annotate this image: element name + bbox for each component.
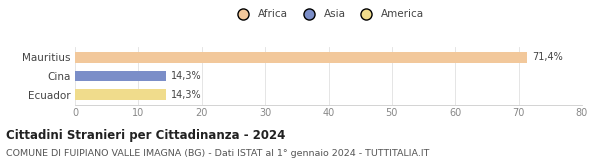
- Bar: [75, 89, 166, 100]
- Bar: [75, 71, 166, 81]
- Text: 14,3%: 14,3%: [170, 90, 202, 100]
- Text: COMUNE DI FUIPIANO VALLE IMAGNA (BG) - Dati ISTAT al 1° gennaio 2024 - TUTTITALI: COMUNE DI FUIPIANO VALLE IMAGNA (BG) - D…: [6, 149, 430, 158]
- Bar: [75, 52, 527, 63]
- Text: 14,3%: 14,3%: [170, 71, 202, 81]
- Legend: Africa, Asia, America: Africa, Asia, America: [233, 9, 424, 19]
- Text: 71,4%: 71,4%: [533, 52, 563, 62]
- Text: Cittadini Stranieri per Cittadinanza - 2024: Cittadini Stranieri per Cittadinanza - 2…: [6, 129, 286, 142]
